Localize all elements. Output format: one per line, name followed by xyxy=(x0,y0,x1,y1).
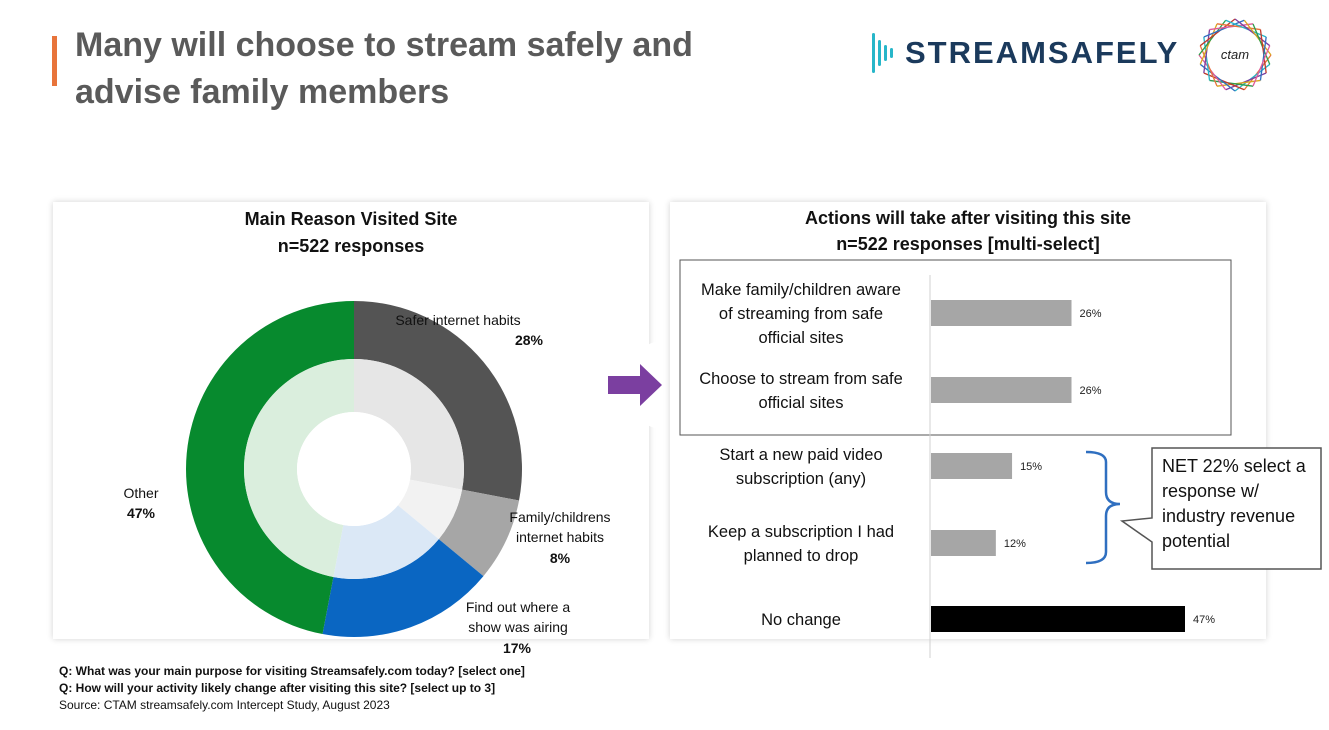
donut-outer-slice-1 xyxy=(438,489,520,577)
highlight-box xyxy=(679,259,1232,436)
ctam-ray xyxy=(1203,36,1211,81)
ctam-ray xyxy=(1243,54,1272,91)
donut-chart-subtitle: n=522 responses xyxy=(277,236,425,256)
ctam-ray xyxy=(1252,23,1271,65)
bar-value-label-1: 26% xyxy=(1080,385,1102,397)
ctam-ray xyxy=(1199,45,1218,87)
ctam-ray xyxy=(1234,63,1271,92)
footnotes: Q: What was your main purpose for visiti… xyxy=(59,663,525,714)
ctam-ray xyxy=(1203,19,1245,38)
ctam-ray xyxy=(1209,79,1254,87)
ctam-ray xyxy=(1259,29,1267,74)
bar-category-label-2-0: Start a new paid video xyxy=(719,446,882,464)
bar-chart-title: Actions will take after visiting this si… xyxy=(804,208,1132,228)
streamsafely-logo: STREAMSAFELY xyxy=(872,30,1179,76)
ctam-ray xyxy=(1209,23,1254,31)
donut-inner-slice-3 xyxy=(243,359,354,578)
ctam-ray xyxy=(1198,19,1227,56)
streamsafely-wordmark: STREAMSAFELY xyxy=(905,35,1180,70)
slice-value-family: 8% xyxy=(550,550,571,566)
ctam-ray xyxy=(1203,29,1211,74)
bar-category-label-3-1: planned to drop xyxy=(744,547,859,565)
slice-label-find-show-line-2: show was airing xyxy=(468,619,568,635)
sound-wave-icon xyxy=(872,33,893,73)
bar-category-label-3-0: Keep a subscription I had xyxy=(708,523,894,541)
ctam-ray xyxy=(1199,18,1236,47)
ctam-ray xyxy=(1199,23,1218,65)
bar-value-label-0: 26% xyxy=(1080,308,1102,320)
slice-label-safer-internet: Safer internet habits xyxy=(395,312,520,328)
slice-label-other: Other xyxy=(123,485,158,501)
donut-outer-slice-2 xyxy=(322,539,484,637)
ctam-ray xyxy=(1203,72,1245,91)
donut-chart-panel: Main Reason Visited Site n=522 responses… xyxy=(53,202,649,639)
footnote-question-1: Q: What was your main purpose for visiti… xyxy=(59,664,525,678)
slice-label-find-show-line-1: Find out where a xyxy=(466,599,570,615)
donut-inner-slice-1 xyxy=(397,479,463,540)
ctam-starburst-icon xyxy=(1198,18,1272,92)
ctam-ray xyxy=(1198,54,1227,91)
slide-title-line-2: advise family members xyxy=(75,73,450,111)
donut-chart-title: Main Reason Visited Site xyxy=(244,209,458,229)
ctam-ray xyxy=(1225,72,1267,91)
bar-category-label-1-1: official sites xyxy=(759,394,844,412)
callout-line-1: NET 22% select a xyxy=(1162,456,1307,476)
ctam-ray xyxy=(1225,19,1267,38)
bar-0 xyxy=(931,300,1072,326)
bar-2 xyxy=(931,453,1013,479)
slice-value-find-show: 17% xyxy=(502,640,532,656)
ctam-ray xyxy=(1199,63,1236,92)
slice-value-safer-internet: 28% xyxy=(515,332,544,348)
net-callout-box xyxy=(1119,447,1322,570)
slice-value-other: 47% xyxy=(127,505,156,521)
slice-label-family-line-1: Family/childrens xyxy=(509,509,610,525)
donut-inner-slice-2 xyxy=(333,505,439,579)
donut-hole xyxy=(297,412,411,526)
bar-category-label-4-0: No change xyxy=(761,611,841,629)
ctam-ray xyxy=(1259,36,1267,81)
donut-chart: Safer internet habits 28% Family/childre… xyxy=(123,301,611,637)
ctam-wordmark: ctam xyxy=(1221,47,1249,62)
ctam-ray xyxy=(1216,79,1261,87)
bar-value-label-3: 12% xyxy=(1004,538,1026,550)
slide-title: Many will choose to stream safely and ad… xyxy=(75,22,795,116)
net-bracket xyxy=(1085,450,1121,565)
donut-inner-slice-0 xyxy=(354,359,464,490)
footnote-question-2: Q: How will your activity likely change … xyxy=(59,681,496,695)
slice-label-family-line-2: internet habits xyxy=(516,529,604,545)
bar-4 xyxy=(931,606,1185,632)
donut-outer-slice-3 xyxy=(185,301,354,635)
bar-category-label-0-0: Make family/children aware xyxy=(701,281,901,299)
ctam-ray xyxy=(1252,45,1271,87)
footnote-source: Source: CTAM streamsafely.com Intercept … xyxy=(59,698,390,712)
callout-line-4: potential xyxy=(1162,531,1230,551)
ctam-logo: ctam xyxy=(1198,18,1272,92)
title-accent-bar xyxy=(52,36,57,86)
slide-title-line-1: Many will choose to stream safely and xyxy=(75,26,693,64)
callout-line-2: response w/ xyxy=(1162,481,1259,501)
ctam-ray xyxy=(1216,23,1261,31)
bar-chart-subtitle: n=522 responses [multi-select] xyxy=(836,234,1100,254)
bar-category-label-0-1: of streaming from safe xyxy=(719,305,883,323)
bar-category-label-1-0: Choose to stream from safe xyxy=(699,370,903,388)
ctam-ray xyxy=(1243,19,1272,56)
bar-value-label-4: 47% xyxy=(1193,614,1215,626)
ctam-ray xyxy=(1234,18,1271,47)
callout-line-3: industry revenue xyxy=(1162,506,1295,526)
bar-category-label-2-1: subscription (any) xyxy=(736,470,866,488)
bar-1 xyxy=(931,377,1072,403)
bar-category-label-0-2: official sites xyxy=(759,329,844,347)
ctam-center xyxy=(1218,38,1252,72)
bar-value-label-2: 15% xyxy=(1020,461,1042,473)
right-arrow-icon xyxy=(608,364,662,406)
donut-outer-slice-0 xyxy=(354,301,522,501)
bar-3 xyxy=(931,530,996,556)
